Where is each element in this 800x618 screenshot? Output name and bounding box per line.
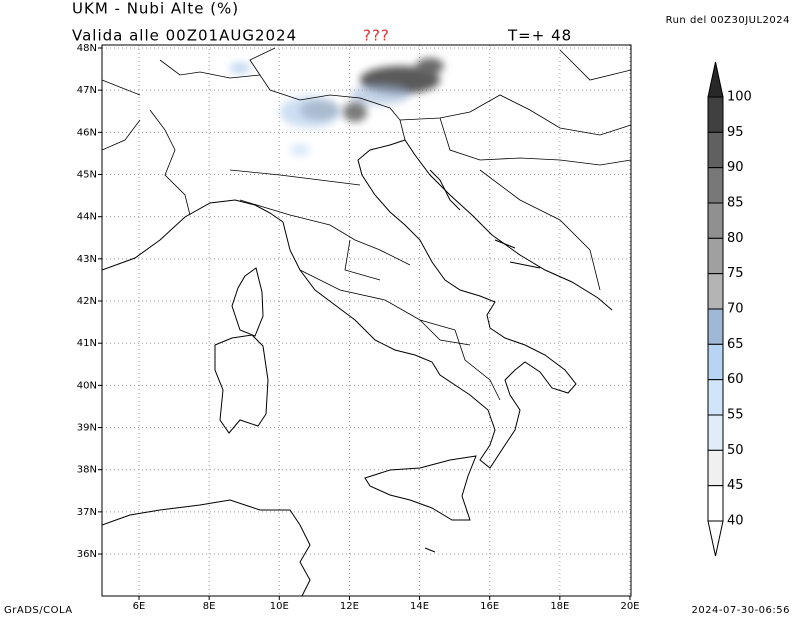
colorbar-segment: [707, 273, 724, 310]
y-tick-label: 45N: [77, 170, 97, 181]
timestamp: 2024-07-30-06:56: [691, 605, 790, 616]
axis-labels: 6E 8E 10E 12E 14E 16E 18E 20E 48N 47N 46N 45N 44N 43N…: [77, 43, 640, 612]
y-tick-label: 42N: [77, 296, 97, 307]
colorbar-segment: [707, 485, 724, 522]
colorbar-label: 50: [727, 443, 744, 458]
x-tick-label: 20E: [620, 601, 639, 612]
colorbar-segment: [707, 308, 724, 345]
y-tick-label: 47N: [77, 85, 97, 96]
graticule: [102, 45, 631, 596]
colorbar-segment: [707, 202, 724, 239]
colorbar-label: 100: [727, 90, 752, 105]
y-tick-label: 46N: [77, 127, 97, 138]
colorbar-label: 45: [727, 478, 744, 493]
x-tick-label: 12E: [340, 601, 359, 612]
y-tick-label: 48N: [77, 43, 97, 54]
x-tick-label: 10E: [270, 601, 289, 612]
coastlines: [102, 139, 613, 596]
map-area: [102, 45, 631, 596]
colorbar-segment: [707, 414, 724, 451]
colorbar-segment: [707, 449, 724, 487]
colorbar: 100 95 90 85 80 75 70 65 60 55 50 45 40: [707, 61, 752, 557]
y-tick-label: 36N: [77, 549, 97, 560]
y-tick-label: 44N: [77, 212, 97, 223]
colorbar-label: 90: [727, 160, 744, 175]
x-tick-label: 14E: [410, 601, 429, 612]
run-label: Run del 00Z30JUL2024: [666, 15, 790, 26]
colorbar-label: 60: [727, 372, 744, 387]
y-tick-label: 38N: [77, 465, 97, 476]
map-frame: [101, 44, 632, 597]
colorbar-label: 95: [727, 125, 744, 140]
colorbar-segment: [707, 96, 724, 133]
unknown-marker: ???: [363, 27, 390, 45]
x-tick-label: 6E: [133, 601, 146, 612]
forecast-step: T=+ 48: [507, 27, 572, 45]
y-tick-label: 37N: [77, 507, 97, 518]
colorbar-segment: [707, 167, 724, 204]
colorbar-label: 65: [727, 337, 744, 352]
colorbar-segment: [707, 379, 724, 416]
colorbar-segment: [707, 343, 724, 381]
colorbar-label: 70: [727, 302, 744, 317]
valid-time: Valida alle 00Z01AUG2024: [72, 27, 297, 45]
x-tick-label: 8E: [203, 601, 216, 612]
y-tick-label: 39N: [77, 423, 97, 434]
map-title: UKM - Nubi Alte (%): [72, 0, 239, 18]
colorbar-label: 40: [727, 514, 744, 529]
y-tick-label: 43N: [77, 254, 97, 265]
software-credit: GrADS/COLA: [4, 605, 73, 616]
colorbar-label: 80: [727, 231, 744, 246]
colorbar-top-arrow: [707, 61, 724, 98]
colorbar-label: 75: [727, 266, 744, 281]
x-tick-label: 18E: [550, 601, 569, 612]
colorbar-segment: [707, 237, 724, 275]
x-tick-label: 16E: [480, 601, 499, 612]
colorbar-label: 85: [727, 196, 744, 211]
colorbar-segment: [707, 131, 724, 169]
y-tick-label: 40N: [77, 380, 97, 391]
colorbar-label: 55: [727, 408, 744, 423]
colorbar-bottom-arrow: [707, 520, 724, 557]
borders: [102, 47, 631, 401]
y-tick-label: 41N: [77, 338, 97, 349]
cloud-cover: [230, 58, 444, 156]
